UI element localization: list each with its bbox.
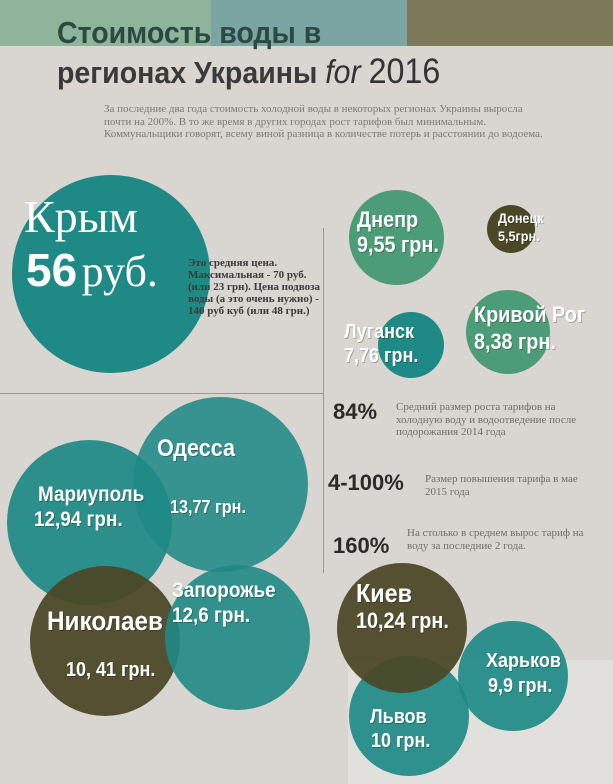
mariupol-name: Мариуполь (38, 483, 145, 506)
odessa-name: Одесса (157, 435, 236, 462)
intro-text: За последние два года стоимость холодной… (104, 103, 543, 141)
stat-3-text: На столько в среднем вырос тариф на воду… (407, 527, 584, 552)
stat-2-value: 4-100% (328, 470, 404, 495)
top-bar-green (0, 0, 211, 46)
lvov-name: Львов (370, 706, 427, 728)
zaporozhye-price: 12,6 грн. (172, 604, 251, 627)
krivoy-rog-price: 8,38 грн. (474, 329, 556, 354)
zaporozhye-circle (165, 565, 310, 710)
nikolaev-circle (30, 566, 180, 716)
stat-3-value: 160% (333, 533, 390, 558)
kiev-price: 10,24 грн. (356, 608, 449, 633)
kharkov-price: 9,9 грн. (488, 675, 553, 697)
donetsk-name: Донецк (498, 210, 544, 226)
krivoy-rog-circle (466, 290, 550, 374)
donetsk-price: 5,5грн. (498, 228, 540, 244)
stat-2-text: Размер повышения тарифа в мае 2015 года (425, 473, 578, 498)
zaporozhye-name: Запорожье (172, 579, 276, 602)
nikolaev-name: Николаев (47, 606, 163, 636)
title-line-1: Стоимость воды в (57, 15, 322, 50)
odessa-circle (133, 397, 308, 572)
krym-name: Крым (24, 191, 138, 242)
title-line-2: регионах Украины for 2016 (57, 52, 440, 92)
krym-price-unit: руб. (81, 247, 158, 296)
stat-1-value: 84% (333, 399, 378, 424)
top-bar-teal (211, 0, 407, 46)
dnepr-name: Днепр (357, 207, 419, 232)
kharkov-circle (458, 621, 568, 731)
mariupol-price: 12,94 грн. (34, 508, 123, 531)
vertical-divider (323, 228, 324, 573)
lvov-price: 10 грн. (371, 730, 431, 752)
title-for: for (325, 53, 361, 90)
dnepr-circle (349, 190, 444, 285)
krym-price: 56 руб. (26, 243, 158, 297)
lugansk-price: 7,76 грн. (344, 345, 419, 367)
odessa-price: 13,77 грн. (170, 497, 246, 517)
krym-circle (12, 175, 210, 373)
krivoy-rog-name: Кривой Рог (474, 302, 586, 327)
title-line-2-text: регионах Украины (57, 55, 318, 90)
kiev-name: Киев (356, 578, 413, 608)
stat-1-text: Средний размер роста тарифов на холодную… (396, 401, 577, 439)
krym-price-number: 56 (26, 244, 78, 296)
kiev-circle (337, 563, 467, 693)
dnepr-price: 9,55 грн. (357, 232, 439, 257)
nikolaev-price: 10, 41 грн. (66, 659, 156, 681)
top-bar-olive (407, 0, 613, 46)
title-year: 2016 (368, 52, 441, 91)
lugansk-circle (378, 312, 444, 378)
kharkov-name: Харьков (486, 650, 561, 672)
donetsk-circle (487, 205, 535, 253)
lugansk-name: Луганск (344, 321, 415, 343)
horizontal-divider (0, 393, 323, 394)
krym-note: Это средняя цена. Максимальная - 70 руб.… (188, 257, 321, 318)
